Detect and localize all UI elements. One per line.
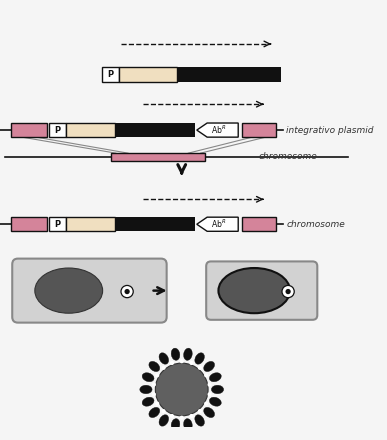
FancyBboxPatch shape <box>206 261 317 320</box>
Ellipse shape <box>140 385 152 394</box>
FancyArrow shape <box>197 217 238 231</box>
Ellipse shape <box>149 361 160 371</box>
Bar <box>115 217 195 231</box>
Circle shape <box>125 289 130 294</box>
Circle shape <box>189 361 194 365</box>
Circle shape <box>198 409 202 413</box>
Circle shape <box>170 361 174 365</box>
Circle shape <box>121 286 133 298</box>
Bar <box>119 67 177 81</box>
Circle shape <box>282 286 294 298</box>
Ellipse shape <box>142 397 154 406</box>
Circle shape <box>152 392 156 396</box>
Ellipse shape <box>183 348 192 360</box>
Ellipse shape <box>171 418 180 431</box>
Bar <box>111 153 205 161</box>
Circle shape <box>204 373 208 378</box>
Circle shape <box>170 414 174 418</box>
Circle shape <box>180 416 184 420</box>
Bar <box>115 123 195 137</box>
Text: Ab$^R$: Ab$^R$ <box>211 124 226 136</box>
Ellipse shape <box>209 373 221 382</box>
Circle shape <box>180 359 184 363</box>
Ellipse shape <box>211 385 224 394</box>
FancyArrow shape <box>197 123 238 137</box>
Ellipse shape <box>142 373 154 382</box>
Circle shape <box>152 382 156 387</box>
Circle shape <box>155 402 159 406</box>
Ellipse shape <box>149 407 160 418</box>
Ellipse shape <box>195 353 204 364</box>
Bar <box>11 123 47 137</box>
Ellipse shape <box>209 397 221 406</box>
Circle shape <box>207 392 212 396</box>
Ellipse shape <box>35 268 103 313</box>
Circle shape <box>155 373 159 378</box>
Circle shape <box>161 409 166 413</box>
Bar <box>177 67 281 81</box>
Bar <box>49 123 66 137</box>
Text: Ab$^R$: Ab$^R$ <box>211 218 226 231</box>
Ellipse shape <box>159 353 169 364</box>
Ellipse shape <box>218 268 290 313</box>
Text: P: P <box>54 125 60 135</box>
Circle shape <box>189 414 194 418</box>
Bar <box>49 217 66 231</box>
Ellipse shape <box>204 407 214 418</box>
Circle shape <box>161 366 166 370</box>
Text: P: P <box>54 220 60 229</box>
Bar <box>11 217 47 231</box>
Ellipse shape <box>204 361 214 371</box>
Circle shape <box>207 382 212 387</box>
Bar <box>66 123 115 137</box>
Circle shape <box>204 402 208 406</box>
Circle shape <box>286 289 291 294</box>
Text: chromosome: chromosome <box>286 220 345 229</box>
Bar <box>102 67 119 81</box>
FancyBboxPatch shape <box>12 259 167 323</box>
Text: chromosome: chromosome <box>259 152 318 161</box>
Text: integrativo plasmid: integrativo plasmid <box>286 125 374 135</box>
Bar <box>66 217 115 231</box>
Ellipse shape <box>171 348 180 360</box>
Circle shape <box>198 366 202 370</box>
Circle shape <box>155 363 208 416</box>
Ellipse shape <box>183 418 192 431</box>
Bar <box>242 123 276 137</box>
Ellipse shape <box>195 415 204 426</box>
Text: P: P <box>107 70 113 79</box>
Ellipse shape <box>159 415 169 426</box>
Bar <box>242 217 276 231</box>
